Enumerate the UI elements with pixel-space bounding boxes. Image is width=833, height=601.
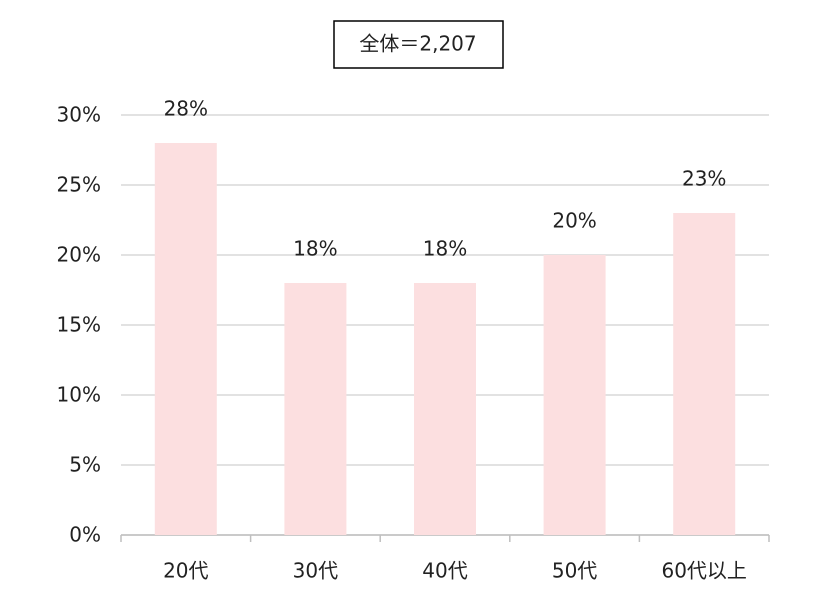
- value-label: 18%: [293, 237, 337, 261]
- bar: [284, 283, 347, 535]
- value-label: 20%: [552, 209, 596, 233]
- bar: [154, 143, 217, 535]
- title-box: [333, 20, 504, 69]
- value-label: 28%: [164, 97, 208, 121]
- value-label: 23%: [682, 167, 726, 191]
- y-tick-label: 20%: [57, 243, 101, 267]
- bar: [414, 283, 476, 535]
- x-tick-label: 50代: [552, 559, 597, 583]
- y-tick-label: 10%: [57, 383, 101, 407]
- y-tick-label: 5%: [69, 453, 101, 477]
- y-tick-label: 0%: [69, 523, 101, 547]
- y-tick-label: 15%: [57, 313, 101, 337]
- bar: [543, 255, 606, 535]
- chart-title: 全体＝2,207: [359, 32, 476, 56]
- x-tick-label: 20代: [163, 559, 208, 583]
- value-label: 18%: [423, 237, 467, 261]
- x-tick-label: 30代: [293, 559, 338, 583]
- x-tick-label: 40代: [422, 559, 467, 583]
- y-tick-label: 25%: [57, 173, 101, 197]
- y-tick-label: 30%: [57, 103, 101, 127]
- x-tick-label: 60代以上: [661, 559, 746, 583]
- bar: [673, 213, 736, 535]
